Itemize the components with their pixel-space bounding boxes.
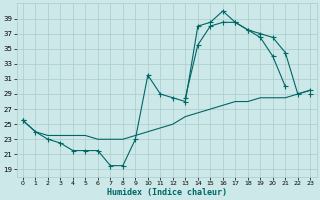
X-axis label: Humidex (Indice chaleur): Humidex (Indice chaleur) [107,188,227,197]
